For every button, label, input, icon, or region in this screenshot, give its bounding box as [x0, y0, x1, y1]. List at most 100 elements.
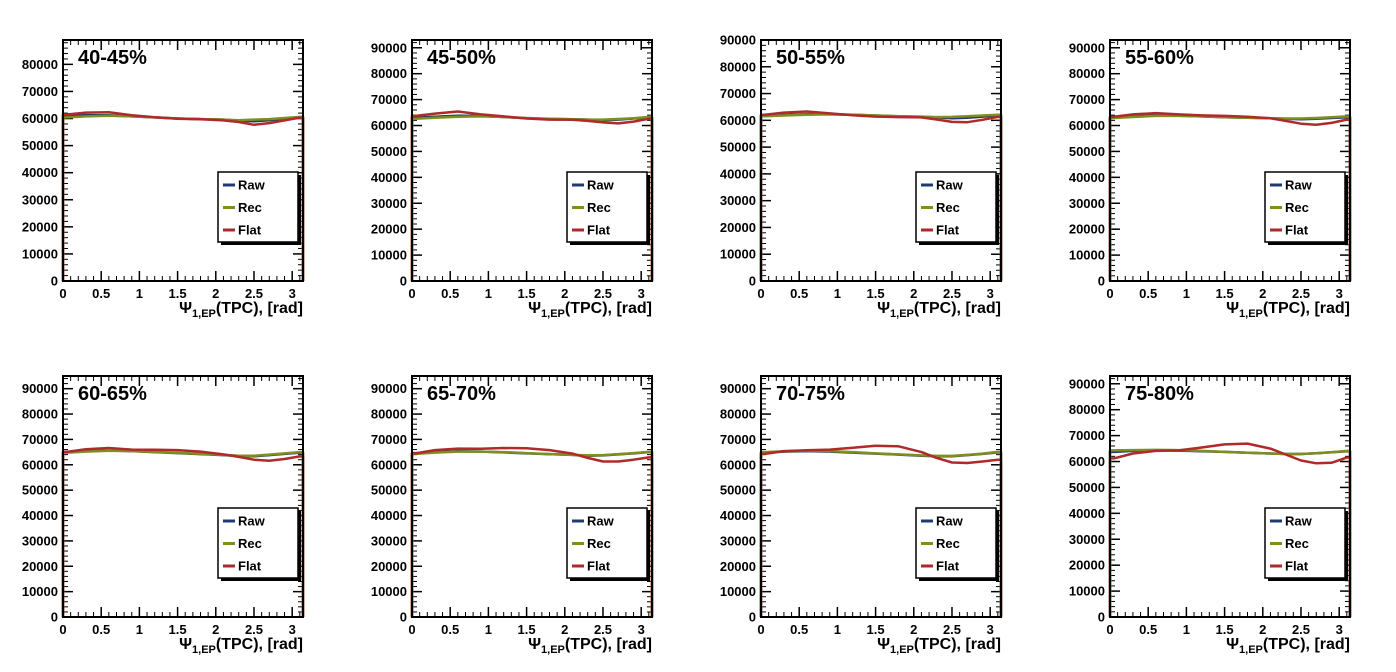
x-tick-label: 2.5: [1292, 622, 1310, 637]
series-line-rec: [1108, 448, 1352, 617]
x-axis-title-rest: (TPC), [rad]: [216, 636, 303, 653]
y-tick-label: 60000: [720, 457, 756, 472]
series-line-flat: [61, 446, 305, 617]
x-tick-label: 2.5: [943, 286, 961, 301]
x-tick-label: 1: [834, 286, 841, 301]
x-tick-label: 0: [59, 622, 66, 637]
x-axis-title-rest: (TPC), [rad]: [914, 636, 1001, 653]
y-tick-label: 80000: [720, 59, 756, 74]
y-tick-label: 80000: [1069, 66, 1105, 81]
y-tick-label: 50000: [22, 483, 58, 498]
x-tick-label: 2.5: [245, 286, 263, 301]
x-axis-title: Ψ1,EP(TPC), [rad]: [179, 300, 303, 320]
x-axis-title-subscript: 1,EP: [1239, 308, 1263, 320]
chart-panel: 0 10000 20000 30000 40000 50000 60000 70000 8000…: [1047, 0, 1396, 336]
y-tick-label: 10000: [1069, 584, 1105, 599]
series-line-flat: [410, 446, 654, 617]
y-tick-label: 40000: [720, 508, 756, 523]
y-tick-label: 40000: [1069, 506, 1105, 521]
y-tick-label: 0: [749, 274, 756, 289]
chart-svg: 0 10000 20000 30000 40000 50000 60000 70000 8000…: [22, 375, 305, 656]
y-tick-label: 30000: [22, 192, 58, 207]
legend-label-rec: Rec: [238, 536, 262, 551]
y-tick-label: 60000: [371, 118, 407, 133]
plot-frame-outline: [1109, 375, 1351, 618]
y-tick-label: 20000: [371, 559, 407, 574]
x-tick-label: 0.5: [790, 286, 808, 301]
y-tick-label: 50000: [371, 144, 407, 159]
y-tick-label: 10000: [720, 247, 756, 262]
x-axis-title-subscript: 1,EP: [192, 308, 216, 320]
y-tick-label: 10000: [720, 584, 756, 599]
y-tick-label: 70000: [720, 86, 756, 101]
y-tick-label: 20000: [720, 559, 756, 574]
chart-svg: 0 10000 20000 30000 40000 50000 60000 70000 8000…: [22, 39, 305, 320]
y-tick-label: 90000: [22, 381, 58, 396]
plot-frame-outline: [760, 375, 1002, 618]
x-axis-title-symbol: Ψ: [528, 636, 541, 653]
x-axis-title: Ψ1,EP(TPC), [rad]: [877, 300, 1001, 320]
y-tick-label: 20000: [1069, 222, 1105, 237]
x-axis-title-symbol: Ψ: [179, 300, 192, 317]
legend-label-flat: Flat: [936, 559, 960, 574]
y-tick-label: 30000: [371, 196, 407, 211]
x-tick-label: 2.5: [245, 622, 263, 637]
x-tick-label: 0.5: [1139, 286, 1157, 301]
x-tick-label: 1: [485, 286, 492, 301]
y-tick-label: 50000: [1069, 480, 1105, 495]
y-tick-label: 0: [51, 274, 58, 289]
x-tick-label: 1.5: [867, 286, 885, 301]
x-axis-title: Ψ1,EP(TPC), [rad]: [528, 636, 652, 656]
chart-svg: 0 10000 20000 30000 40000 50000 60000 70000 8000…: [720, 375, 1003, 656]
y-tick-label: 60000: [22, 457, 58, 472]
y-tick-label: 40000: [22, 165, 58, 180]
y-tick-label: 20000: [371, 222, 407, 237]
legend-label-rec: Rec: [587, 536, 611, 551]
y-tick-label: 50000: [371, 483, 407, 498]
series-line-flat: [410, 110, 654, 281]
y-tick-label: 20000: [22, 559, 58, 574]
legend-label-raw: Raw: [238, 178, 266, 193]
x-axis-title-rest: (TPC), [rad]: [216, 300, 303, 317]
x-tick-label: 1: [1183, 622, 1190, 637]
legend-label-flat: Flat: [587, 223, 611, 238]
panel-title: 50-55%: [776, 47, 845, 69]
chart-panel: 0 10000 20000 30000 40000 50000 60000 70000 8000…: [1047, 336, 1396, 672]
y-tick-label: 0: [749, 610, 756, 625]
chart-panel: 0 10000 20000 30000 40000 50000 60000 70000 8000…: [349, 0, 698, 336]
series-line-flat: [1108, 442, 1352, 617]
x-axis-title-symbol: Ψ: [1226, 300, 1239, 317]
x-axis-title-symbol: Ψ: [1226, 636, 1239, 653]
legend-label-rec: Rec: [1285, 200, 1309, 215]
x-tick-label: 0: [757, 622, 764, 637]
x-tick-label: 3: [1336, 286, 1343, 301]
plot-frame-outline: [62, 39, 304, 282]
x-tick-label: 0.5: [1139, 622, 1157, 637]
x-tick-label: 2.5: [594, 286, 612, 301]
y-tick-label: 40000: [371, 508, 407, 523]
x-tick-label: 0: [408, 286, 415, 301]
y-tick-label: 30000: [1069, 196, 1105, 211]
y-tick-label: 10000: [1069, 248, 1105, 263]
chart-panel: 0 10000 20000 30000 40000 50000 60000 70000 8000…: [698, 336, 1047, 672]
x-axis-title-symbol: Ψ: [877, 300, 890, 317]
x-axis-title-subscript: 1,EP: [192, 644, 216, 656]
y-tick-label: 20000: [1069, 558, 1105, 573]
plot-frame-outline: [411, 39, 653, 282]
y-tick-label: 0: [1098, 610, 1105, 625]
y-tick-label: 60000: [720, 113, 756, 128]
x-tick-label: 0: [757, 286, 764, 301]
legend-label-raw: Raw: [936, 178, 964, 193]
y-tick-label: 60000: [1069, 454, 1105, 469]
y-tick-label: 10000: [371, 584, 407, 599]
x-tick-label: 2: [212, 622, 219, 637]
x-tick-label: 2.5: [594, 622, 612, 637]
x-tick-label: 0.5: [790, 622, 808, 637]
x-tick-label: 0.5: [441, 286, 459, 301]
x-tick-label: 3: [638, 622, 645, 637]
y-tick-label: 60000: [22, 111, 58, 126]
panel-title: 40-45%: [78, 47, 147, 69]
x-tick-label: 2.5: [1292, 286, 1310, 301]
legend-label-rec: Rec: [587, 200, 611, 215]
x-axis-title-subscript: 1,EP: [1239, 644, 1263, 656]
